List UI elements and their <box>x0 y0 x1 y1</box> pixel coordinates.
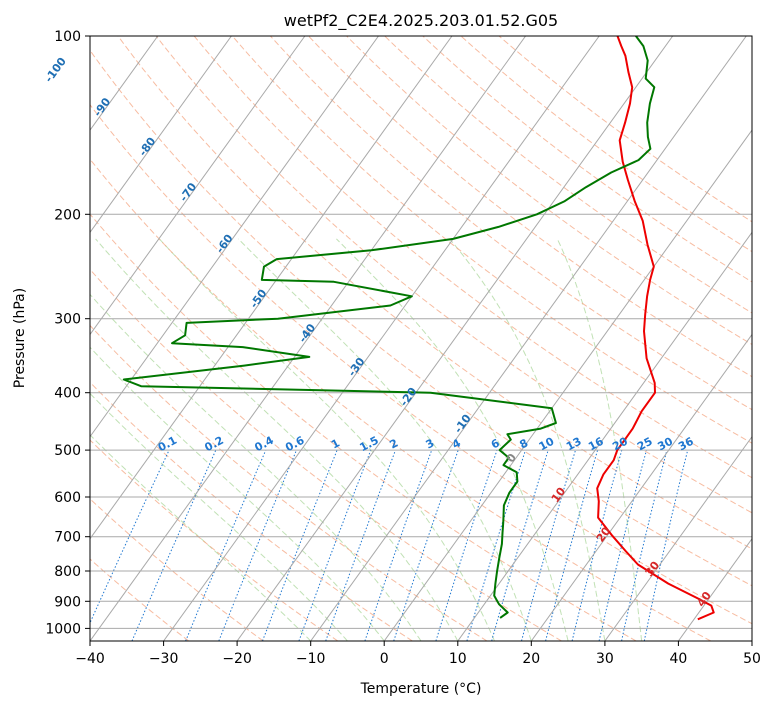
moist-adiabat-line <box>90 434 312 641</box>
moist-adiabat-line <box>556 238 643 641</box>
temperature-line <box>596 36 715 621</box>
mixing-ratio-label: 25 <box>635 435 655 454</box>
x-tick-label: −20 <box>222 651 252 667</box>
isotherm-line <box>677 537 752 641</box>
mixing-ratio-label: 30 <box>655 435 675 454</box>
dry-adiabat-line <box>90 103 752 625</box>
y-tick-label: 500 <box>54 443 81 459</box>
mixing-ratio-line <box>435 449 498 641</box>
x-tick-label: 0 <box>380 651 389 667</box>
moist-adiabat-line <box>449 238 606 641</box>
y-tick-label: 100 <box>54 29 81 45</box>
mixing-ratio-label: 16 <box>586 435 606 454</box>
moist-adiabat-line <box>90 346 385 641</box>
mixing-ratio-line <box>364 449 433 641</box>
isotherm-line <box>310 36 747 641</box>
mixing-ratio-line <box>262 449 338 641</box>
dry-adiabat-line <box>117 36 752 550</box>
dewpoint-line <box>122 36 656 619</box>
mixing-ratio-line <box>466 449 526 641</box>
dry-adiabat-line <box>231 36 752 444</box>
dry-adiabat-line <box>90 498 264 641</box>
y-tick-label: 1000 <box>45 621 81 637</box>
mixing-ratio-label: 13 <box>564 435 584 454</box>
x-tick-label: −40 <box>75 651 105 667</box>
mixing-ratio-line <box>598 449 647 641</box>
dry-adiabat-line <box>460 36 752 253</box>
dry-adiabat-line <box>90 158 712 641</box>
mixing-ratio-line <box>185 449 267 641</box>
isotherm-line <box>90 36 527 641</box>
isotherm-line <box>90 36 453 540</box>
moist-adiabat-line <box>90 293 422 641</box>
mixing-ratio-line <box>218 449 297 641</box>
y-axis: 100 200 300 400 500 600 700 800 900 1000 <box>45 29 90 637</box>
isotherm-line <box>383 129 752 641</box>
x-tick-label: 20 <box>522 651 540 667</box>
x-tick-label: 50 <box>743 651 761 667</box>
x-tick-label: 30 <box>596 651 614 667</box>
dry-adiabat-line <box>308 36 752 378</box>
moist-adiabat-line <box>336 238 569 641</box>
dry-adiabat-line <box>90 49 752 587</box>
mixing-ratio-line <box>643 449 689 641</box>
plot-area <box>90 36 752 641</box>
isotherm-line <box>530 333 752 641</box>
dry-adiabat-line <box>90 268 562 641</box>
y-tick-label: 900 <box>54 594 81 610</box>
mixing-ratio-line <box>325 449 396 641</box>
isotherm-line <box>457 231 752 641</box>
isotherms <box>90 36 752 641</box>
y-tick-label: 400 <box>54 386 81 402</box>
mixing-ratio-line <box>90 449 170 625</box>
x-tick-label: 10 <box>449 651 467 667</box>
y-tick-label: 600 <box>54 490 81 506</box>
mixing-ratio-label: 10 <box>537 435 557 454</box>
isotherm-line <box>163 36 600 641</box>
moist-adiabat-line <box>158 238 496 641</box>
mixing-ratio-line <box>545 449 599 641</box>
isotherm-line <box>604 435 752 641</box>
chart-title: wetPf2_C2E4.2025.203.01.52.G05 <box>284 11 558 31</box>
x-axis-title: Temperature (°C) <box>360 681 482 697</box>
plot-frame <box>89 35 753 642</box>
y-tick-label: 700 <box>54 530 81 546</box>
dry-adiabat-line <box>90 324 488 641</box>
x-tick-label: 40 <box>669 651 687 667</box>
y-tick-label: 800 <box>54 564 81 580</box>
dry-adiabat-line <box>155 36 752 514</box>
mixing-ratio-line <box>298 449 372 641</box>
mixing-ratio-line <box>521 449 576 641</box>
dry-adiabat-line <box>90 213 637 641</box>
x-axis: −40 −30 −20 −10 0 10 20 30 40 50 <box>75 641 761 667</box>
moist-adiabat-line <box>90 392 348 641</box>
isotherm-line <box>90 36 306 336</box>
mixing-ratio-lines <box>90 449 689 641</box>
isotherm-line <box>90 36 232 234</box>
moist-adiabat-line <box>237 238 532 641</box>
mixing-ratio-label: 36 <box>676 435 696 454</box>
mixing-ratio-label: 20 <box>610 435 630 454</box>
x-tick-label: −30 <box>149 651 179 667</box>
dry-adiabat-line <box>90 381 413 641</box>
isotherm-line <box>236 36 674 641</box>
y-tick-label: 200 <box>54 207 81 223</box>
sounding-series <box>122 36 715 621</box>
mixing-ratio-line <box>621 449 668 641</box>
dry-adiabat-line <box>270 36 752 411</box>
y-axis-title: Pressure (hPa) <box>12 288 28 388</box>
dry-adiabat-line <box>498 36 752 223</box>
x-tick-label: −10 <box>296 651 326 667</box>
isotherm-line <box>90 36 379 438</box>
y-tick-label: 300 <box>54 312 81 328</box>
